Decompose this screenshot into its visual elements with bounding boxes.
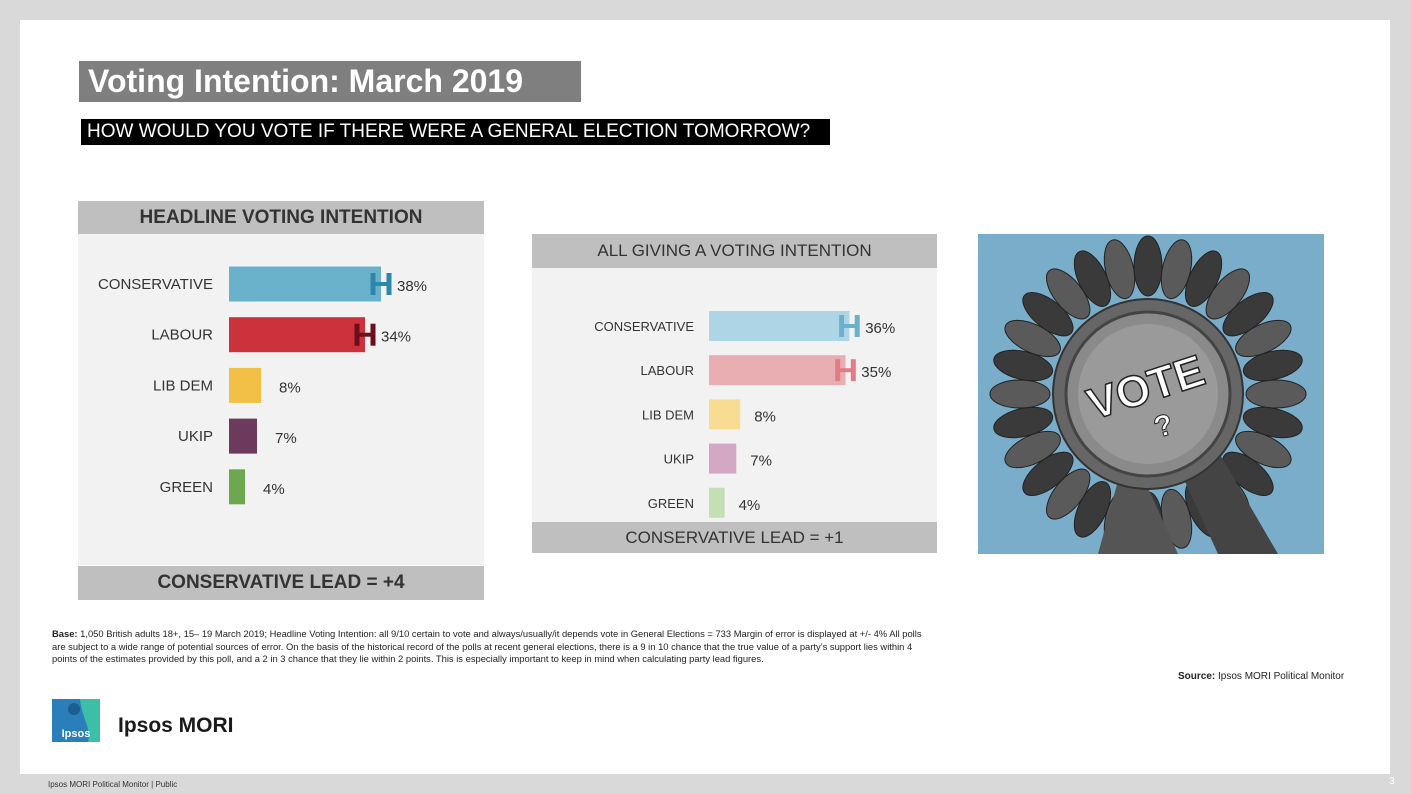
bar: [709, 399, 741, 430]
source-note: Source: Ipsos MORI Political Monitor: [1178, 671, 1344, 682]
category-label: CONSERVATIVE: [98, 276, 213, 293]
rosette-icon: VOTE ?: [989, 235, 1307, 554]
logo-name: Ipsos MORI: [118, 714, 234, 737]
page-number: 3: [1389, 776, 1395, 787]
bar: [229, 266, 381, 302]
category-label: LIB DEM: [642, 407, 694, 422]
slide: Voting Intention: March 2019 HOW WOULD Y…: [20, 20, 1390, 774]
base-label: Base:: [52, 628, 78, 639]
bar: [229, 469, 245, 505]
bar: [709, 311, 850, 341]
page-title: Voting Intention: March 2019: [79, 61, 581, 102]
value-label: 7%: [275, 430, 297, 447]
footer-label: Ipsos MORI Political Monitor | Public: [48, 780, 178, 789]
question-subtitle: HOW WOULD YOU VOTE IF THERE WERE A GENER…: [81, 119, 830, 145]
value-label: 34%: [381, 329, 411, 346]
category-label: CONSERVATIVE: [594, 319, 694, 334]
category-label: LABOUR: [641, 363, 694, 378]
headline-bar-chart: CONSERVATIVE 38% LABOUR 34% LIB DEM 8% UKIP 7% G…: [98, 266, 427, 505]
base-text: 1,050 British adults 18+, 15– 19 March 2…: [52, 628, 922, 664]
value-label: 7%: [750, 453, 772, 470]
bar: [229, 317, 365, 353]
category-label: UKIP: [178, 428, 213, 445]
base-note: Base: 1,050 British adults 18+, 15– 19 M…: [52, 628, 932, 666]
value-label: 36%: [865, 320, 895, 337]
value-label: 4%: [739, 497, 761, 514]
source-label: Source:: [1178, 671, 1216, 682]
all-giving-panel: ALL GIVING A VOTING INTENTION CONSERVATI…: [532, 234, 938, 553]
headline-chart-title: HEADLINE VOTING INTENTION: [78, 201, 484, 234]
category-label: GREEN: [160, 479, 213, 496]
category-label: LABOUR: [151, 327, 213, 344]
headline-lead-label: CONSERVATIVE LEAD = +4: [78, 566, 484, 600]
category-label: UKIP: [664, 452, 694, 467]
bar: [709, 355, 846, 386]
bar: [229, 418, 257, 454]
headline-chart-body: CONSERVATIVE 38% LABOUR 34% LIB DEM 8% UKIP 7% G…: [78, 234, 484, 565]
value-label: 4%: [263, 481, 285, 498]
ipsos-logo-icon: Ipsos: [52, 699, 100, 742]
all-giving-chart-title: ALL GIVING A VOTING INTENTION: [532, 234, 937, 268]
bar: [709, 443, 737, 474]
value-label: 35%: [861, 364, 891, 381]
all-giving-bar-chart: CONSERVATIVE 36% LABOUR 35% LIB DEM 8% UKIP 7% G…: [594, 311, 895, 518]
bar: [709, 487, 725, 518]
source-text: Ipsos MORI Political Monitor: [1215, 671, 1345, 682]
value-label: 38%: [397, 278, 427, 295]
vote-rosette-image: VOTE ?: [978, 234, 1324, 554]
all-giving-chart-body: CONSERVATIVE 36% LABOUR 35% LIB DEM 8% UKIP 7% G…: [532, 268, 937, 522]
category-label: LIB DEM: [153, 377, 213, 394]
category-label: GREEN: [648, 496, 694, 511]
logo-mark-icon: Ipsos: [52, 699, 100, 742]
bar: [229, 367, 261, 403]
value-label: 8%: [279, 379, 301, 396]
value-label: 8%: [754, 408, 776, 425]
headline-voting-panel: HEADLINE VOTING INTENTION CONSERVATIVE 38…: [78, 201, 484, 600]
all-giving-lead-label: CONSERVATIVE LEAD = +1: [532, 522, 937, 553]
logo-mark-text: Ipsos: [62, 728, 91, 740]
